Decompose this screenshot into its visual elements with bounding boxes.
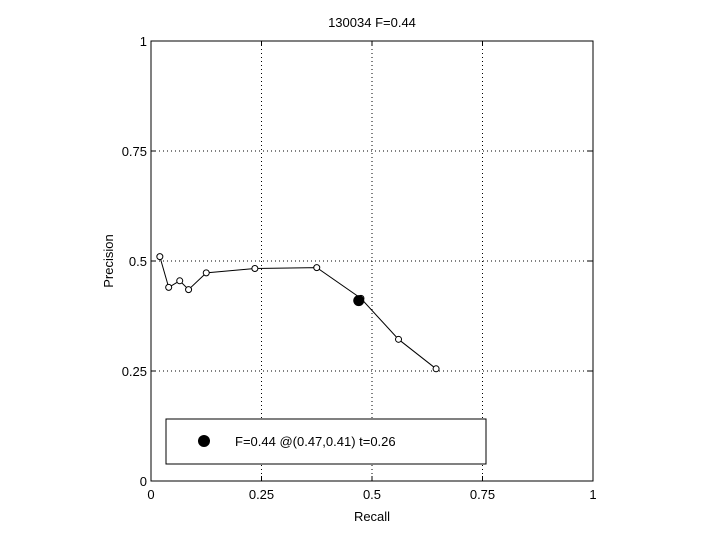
data-point bbox=[156, 253, 164, 261]
data-point bbox=[185, 286, 193, 294]
legend-label: F=0.44 @(0.47,0.41) t=0.26 bbox=[235, 434, 396, 449]
data-point bbox=[313, 264, 321, 272]
data-point bbox=[202, 269, 210, 277]
x-tick-label: 0.75 bbox=[470, 487, 495, 502]
axis-ticks: 0 0.25 0.5 0.75 1 0 0.25 0.5 0.75 1 bbox=[122, 34, 597, 502]
x-axis-label: Recall bbox=[354, 509, 390, 524]
best-f-point bbox=[353, 295, 365, 307]
y-tick-label: 0.75 bbox=[122, 144, 147, 159]
legend-box bbox=[165, 418, 487, 465]
series-line bbox=[159, 256, 437, 370]
legend: F=0.44 @(0.47,0.41) t=0.26 bbox=[165, 418, 487, 465]
x-tick-label: 0.5 bbox=[363, 487, 381, 502]
x-tick-label: 0 bbox=[147, 487, 154, 502]
grid-lines bbox=[151, 41, 593, 481]
data-point bbox=[395, 335, 403, 343]
data-point bbox=[251, 264, 259, 272]
data-point bbox=[176, 277, 184, 285]
data-point bbox=[432, 365, 440, 373]
legend-marker bbox=[198, 435, 210, 447]
chart-title: 130034 F=0.44 bbox=[328, 15, 416, 30]
y-tick-label: 0 bbox=[140, 474, 147, 489]
x-tick-label: 0.25 bbox=[249, 487, 274, 502]
series-group bbox=[156, 253, 440, 373]
y-tick-label: 0.25 bbox=[122, 364, 147, 379]
y-tick-label: 0.5 bbox=[129, 254, 147, 269]
y-tick-label: 1 bbox=[140, 34, 147, 49]
data-point bbox=[165, 283, 173, 291]
y-axis-label: Precision bbox=[101, 234, 116, 287]
x-tick-label: 1 bbox=[589, 487, 596, 502]
